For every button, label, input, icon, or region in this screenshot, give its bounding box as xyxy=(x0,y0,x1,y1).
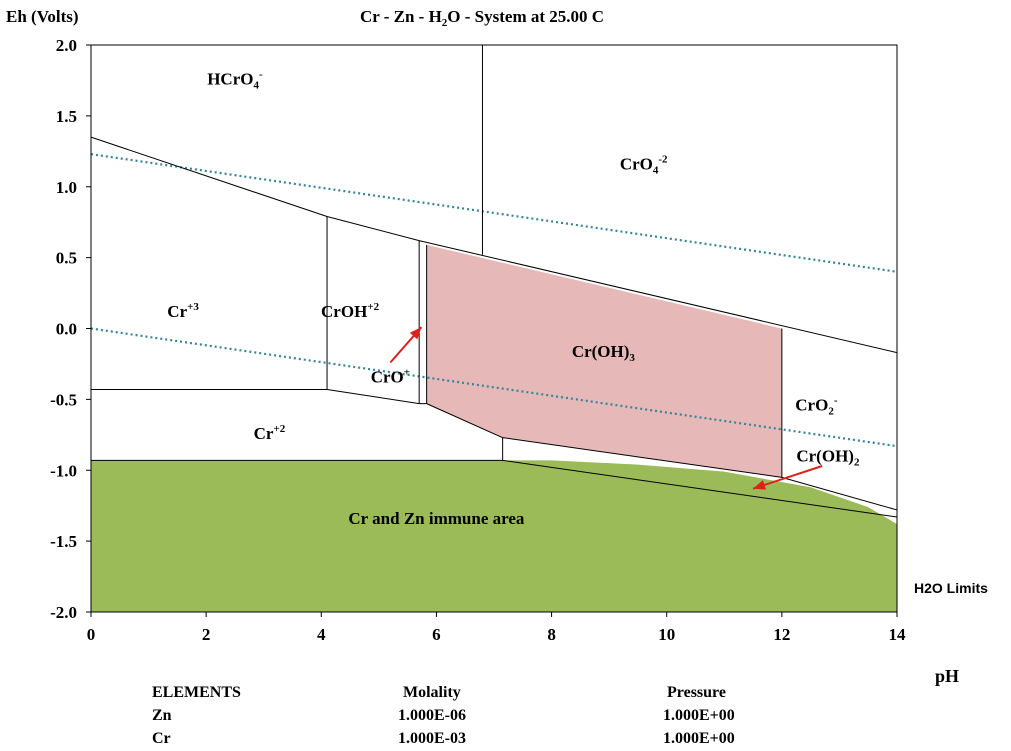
x-tick-label: 2 xyxy=(202,625,211,644)
species-labels-layer: HCrO4- CrO4-2 Cr+3 CrOH+2 CrO+ Cr(OH)3 CrO2- Cr… xyxy=(167,69,860,528)
species-label: CrO4-2 xyxy=(620,154,668,177)
species-label: CrOH+2 xyxy=(321,301,380,321)
y-tick-label: -1.0 xyxy=(50,461,77,480)
chart-title: Cr - Zn - H2O - System at 25.00 C xyxy=(360,7,604,29)
phase-boundary xyxy=(326,388,420,405)
table-cell-molality: 1.000E-03 xyxy=(398,730,466,747)
table-cell-element: Cr xyxy=(152,730,171,747)
table-cell-element: Zn xyxy=(152,707,172,724)
x-tick-label: 10 xyxy=(658,625,675,644)
phase-boundary xyxy=(781,476,898,511)
y-tick-label: -2.0 xyxy=(50,603,77,622)
y-tick-label: 0.0 xyxy=(56,320,77,339)
y-tick-label: 0.5 xyxy=(56,249,77,268)
arrows-layer xyxy=(389,326,823,490)
x-tick-label: 14 xyxy=(889,625,907,644)
table-cell-pressure: 1.000E+00 xyxy=(663,707,735,724)
table-header-pressure: Pressure xyxy=(667,684,726,701)
phase-boundary xyxy=(426,403,503,439)
elements-table: ELEMENTS Molality Pressure Zn 1.000E-06 … xyxy=(152,684,735,747)
species-label: Cr(OH)3 xyxy=(572,342,636,364)
table-cell-pressure: 1.000E+00 xyxy=(663,730,735,747)
regions-layer xyxy=(91,244,897,612)
phase-boundary xyxy=(326,216,420,242)
species-label: CrO+ xyxy=(371,366,410,386)
species-label: Cr+3 xyxy=(167,301,199,321)
phase-boundary xyxy=(90,136,328,217)
y-tick-label: -1.5 xyxy=(50,532,77,551)
water-lines-layer xyxy=(90,153,898,448)
table-header-elements: ELEMENTS xyxy=(152,684,241,701)
species-label: Cr+2 xyxy=(254,423,286,443)
x-tick-label: 6 xyxy=(432,625,441,644)
x-tick-label: 8 xyxy=(547,625,556,644)
species-label: CrO2- xyxy=(795,395,838,418)
y-tick-label: 1.5 xyxy=(56,107,77,126)
x-tick-label: 0 xyxy=(87,625,96,644)
boundaries-layer xyxy=(90,45,898,518)
species-label: HCrO4- xyxy=(207,69,263,92)
x-tick-label: 4 xyxy=(317,625,326,644)
y-tick-label: 2.0 xyxy=(56,36,77,55)
pointer-arrow xyxy=(752,465,823,490)
y-axis-label: Eh (Volts) xyxy=(6,7,79,26)
arrow-head xyxy=(409,327,422,340)
species-label: Cr(OH)2 xyxy=(796,447,860,469)
phase-boundary xyxy=(419,240,898,354)
water-oxygen-line xyxy=(90,153,898,273)
ticks-layer: 0 2 4 6 8 10 12 14 2.0 1.5 1.0 0.5 0.0 -0.5 -1.0 -1.5 -2… xyxy=(50,36,906,644)
region-immune xyxy=(91,460,897,612)
immune-area-label: Cr and Zn immune area xyxy=(348,509,525,528)
x-tick-label: 12 xyxy=(773,625,790,644)
region-croh3 xyxy=(426,244,782,478)
x-axis-label: pH xyxy=(935,666,959,686)
phase-boundary xyxy=(502,437,782,478)
table-header-molality: Molality xyxy=(403,684,461,701)
phase-boundary xyxy=(502,459,898,518)
y-tick-label: 1.0 xyxy=(56,178,77,197)
water-hydrogen-line xyxy=(90,327,898,448)
arrow-head xyxy=(753,480,767,490)
y-tick-label: -0.5 xyxy=(50,390,77,409)
table-cell-molality: 1.000E-06 xyxy=(398,707,466,724)
water-limits-label: H2O Limits xyxy=(914,580,988,596)
